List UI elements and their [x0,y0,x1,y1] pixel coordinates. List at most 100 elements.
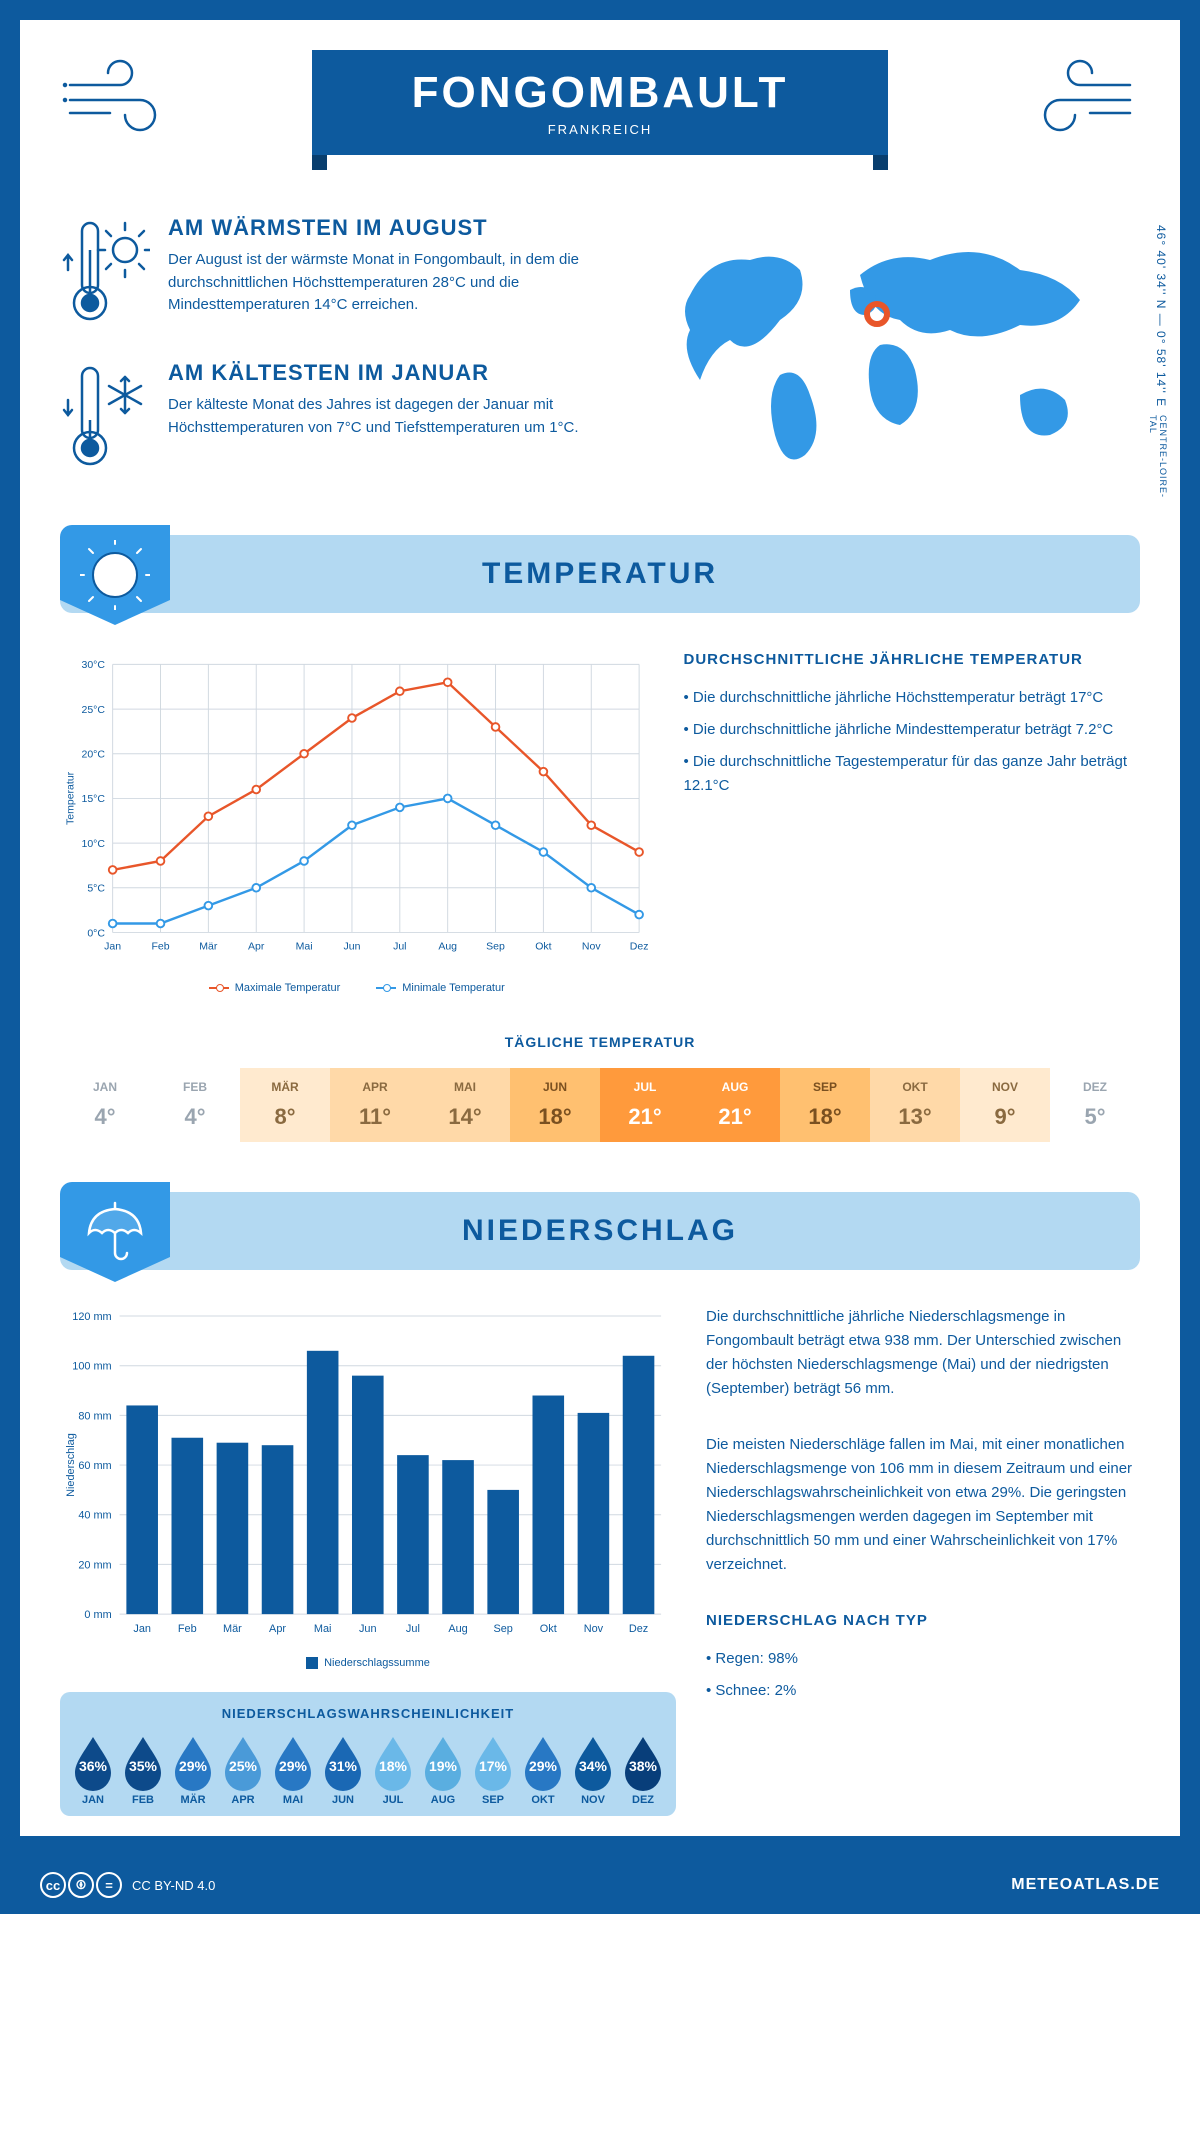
daily-temp-cell: JAN4° [60,1068,150,1142]
daily-temperature: TÄGLICHE TEMPERATUR JAN4°FEB4°MÄR8°APR11… [60,1034,1140,1142]
title-banner: FONGOMBAULT FRANKREICH [312,50,889,155]
precipitation-bar-chart: 0 mm 20 mm 40 mm 60 mm 80 mm 100 mm 120 mm Nied… [60,1305,676,1645]
svg-text:Nov: Nov [584,1623,604,1635]
warmest-title: AM WÄRMSTEN IM AUGUST [168,215,610,241]
thermometer-cold-icon [60,360,150,475]
daily-temp-cell: APR11° [330,1068,420,1142]
wind-icon-left [60,55,180,140]
probability-cell: 31% JUN [320,1733,366,1806]
svg-text:Mär: Mär [199,941,218,953]
svg-text:Sep: Sep [493,1623,512,1635]
precipitation-title: NIEDERSCHLAG [60,1214,1140,1248]
probability-cell: 35% FEB [120,1733,166,1806]
svg-text:Mai: Mai [314,1623,332,1635]
coldest-text: Der kälteste Monat des Jahres ist dagege… [168,394,610,439]
temperature-section-header: TEMPERATUR [60,535,1140,613]
svg-text:Jul: Jul [393,941,406,953]
precip-type-title: NIEDERSCHLAG NACH TYP [706,1609,1140,1633]
precip-paragraph-2: Die meisten Niederschläge fallen im Mai,… [706,1433,1140,1577]
daily-temp-cell: JUN18° [510,1068,600,1142]
probability-cell: 29% MAI [270,1733,316,1806]
precip-paragraph-1: Die durchschnittliche jährliche Niedersc… [706,1305,1140,1401]
sun-icon [60,525,170,625]
site-name: METEOATLAS.DE [1011,1876,1160,1894]
probability-cell: 19% AUG [420,1733,466,1806]
region-label: CENTRE-LOIRE-TAL [1148,415,1168,505]
probability-cell: 17% SEP [470,1733,516,1806]
temperature-legend: Maximale Temperatur Minimale Temperatur [60,980,653,994]
svg-text:40 mm: 40 mm [78,1510,111,1522]
svg-text:80 mm: 80 mm [78,1410,111,1422]
svg-text:Nov: Nov [582,941,601,953]
svg-text:120 mm: 120 mm [72,1311,111,1323]
svg-text:25°C: 25°C [81,704,105,716]
svg-text:30°C: 30°C [81,659,105,671]
svg-text:Dez: Dez [629,1623,648,1635]
svg-text:Mär: Mär [223,1623,242,1635]
type-bullet: • Schnee: 2% [706,1679,1140,1703]
warmest-fact: AM WÄRMSTEN IM AUGUST Der August ist der… [60,215,610,330]
precipitation-text: Die durchschnittliche jährliche Niedersc… [706,1305,1140,1816]
svg-text:60 mm: 60 mm [78,1460,111,1472]
license-text: CC BY-ND 4.0 [132,1878,215,1893]
probability-title: NIEDERSCHLAGSWAHRSCHEINLICHKEIT [70,1706,666,1721]
svg-text:Jun: Jun [343,941,360,953]
temperature-line-chart: 0°C5°C10°C15°C20°C25°C30°CJanFebMärAprMa… [60,648,653,968]
svg-text:Sep: Sep [486,941,505,953]
svg-text:10°C: 10°C [81,838,105,850]
footer: cc🅯= CC BY-ND 4.0 METEOATLAS.DE [0,1856,1200,1914]
country-name: FRANKREICH [412,122,789,137]
city-name: FONGOMBAULT [412,68,789,118]
infographic-frame: FONGOMBAULT FRANKREICH AM WÄRMSTEN IM AU… [0,0,1200,1856]
thermometer-hot-icon [60,215,150,330]
svg-text:Aug: Aug [438,941,457,953]
temperature-avg-text: DURCHSCHNITTLICHE JÄHRLICHE TEMPERATUR •… [683,648,1140,994]
svg-text:Niederschlag: Niederschlag [65,1433,77,1497]
daily-temp-cell: MAI14° [420,1068,510,1142]
header: FONGOMBAULT FRANKREICH [60,20,1140,155]
legend-item: Minimale Temperatur [376,982,505,994]
daily-temp-cell: OKT13° [870,1068,960,1142]
legend-item: Maximale Temperatur [209,982,341,994]
svg-text:100 mm: 100 mm [72,1361,111,1373]
wind-icon-right [1020,55,1140,140]
svg-text:Okt: Okt [540,1623,557,1635]
svg-text:0 mm: 0 mm [84,1609,111,1621]
probability-cell: 29% MÄR [170,1733,216,1806]
avg-bullet: • Die durchschnittliche Tagestemperatur … [683,750,1140,798]
svg-text:Apr: Apr [269,1623,286,1635]
svg-text:Jan: Jan [104,941,121,953]
probability-cell: 29% OKT [520,1733,566,1806]
probability-cell: 25% APR [220,1733,266,1806]
warmest-text: Der August ist der wärmste Monat in Fong… [168,249,610,317]
svg-text:Mai: Mai [296,941,313,953]
daily-temp-title: TÄGLICHE TEMPERATUR [60,1034,1140,1050]
daily-temp-cell: NOV9° [960,1068,1050,1142]
avg-bullet: • Die durchschnittliche jährliche Mindes… [683,718,1140,742]
daily-temp-cell: MÄR8° [240,1068,330,1142]
svg-text:5°C: 5°C [87,883,105,895]
daily-temp-cell: FEB4° [150,1068,240,1142]
avg-bullet: • Die durchschnittliche jährliche Höchst… [683,686,1140,710]
svg-text:Feb: Feb [151,941,169,953]
daily-temp-cell: JUL21° [600,1068,690,1142]
daily-temp-cell: SEP18° [780,1068,870,1142]
precipitation-legend: Niederschlagssumme [60,1657,676,1672]
svg-text:Jan: Jan [133,1623,151,1635]
svg-text:Jun: Jun [359,1623,377,1635]
coldest-title: AM KÄLTESTEN IM JANUAR [168,360,610,386]
coordinates: 46° 40' 34'' N — 0° 58' 14'' E [1154,225,1168,407]
probability-cell: 34% NOV [570,1733,616,1806]
svg-text:Apr: Apr [248,941,265,953]
svg-text:Dez: Dez [630,941,649,953]
probability-cell: 38% DEZ [620,1733,666,1806]
svg-text:Feb: Feb [178,1623,197,1635]
daily-temp-cell: DEZ5° [1050,1068,1140,1142]
svg-text:20 mm: 20 mm [78,1559,111,1571]
umbrella-icon [60,1182,170,1282]
coldest-fact: AM KÄLTESTEN IM JANUAR Der kälteste Mona… [60,360,610,475]
precipitation-section-header: NIEDERSCHLAG [60,1192,1140,1270]
precip-legend-label: Niederschlagssumme [324,1657,430,1669]
cc-license-icon: cc🅯= [40,1872,122,1898]
probability-cell: 18% JUL [370,1733,416,1806]
